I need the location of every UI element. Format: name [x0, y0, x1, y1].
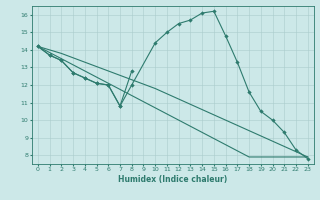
- X-axis label: Humidex (Indice chaleur): Humidex (Indice chaleur): [118, 175, 228, 184]
